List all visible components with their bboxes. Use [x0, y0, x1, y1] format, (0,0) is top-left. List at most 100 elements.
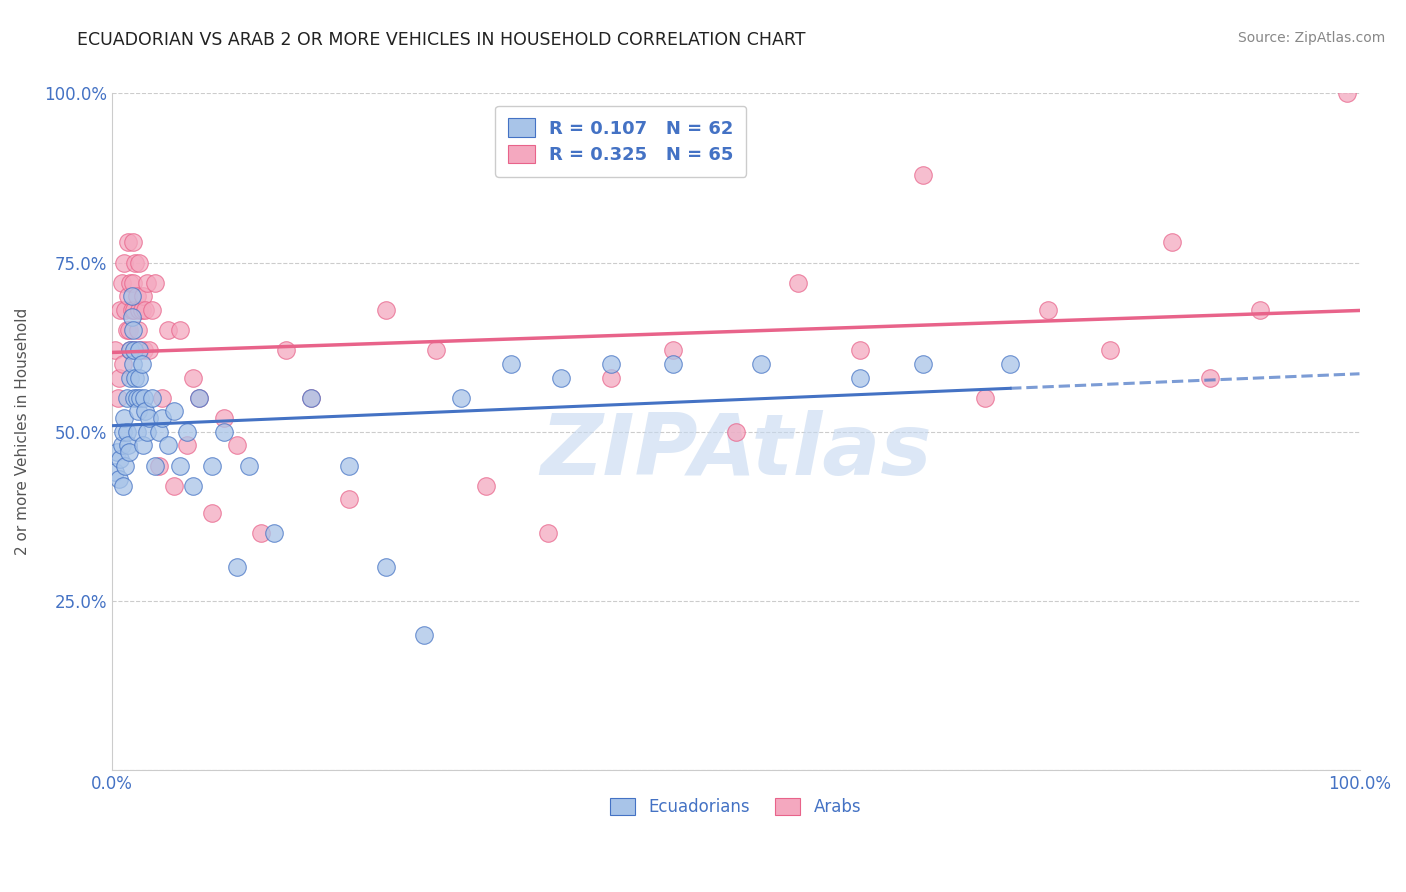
Point — [181, 479, 204, 493]
Point — [911, 357, 934, 371]
Point — [127, 323, 149, 337]
Point — [134, 302, 156, 317]
Point — [425, 343, 447, 358]
Point — [138, 343, 160, 358]
Point — [200, 506, 222, 520]
Point — [127, 404, 149, 418]
Point — [128, 370, 150, 384]
Point — [299, 391, 322, 405]
Point — [134, 343, 156, 358]
Point — [787, 276, 810, 290]
Point — [117, 289, 139, 303]
Point — [276, 343, 298, 358]
Point — [148, 425, 170, 439]
Point — [134, 391, 156, 405]
Point — [150, 391, 173, 405]
Point — [299, 391, 322, 405]
Point — [117, 235, 139, 250]
Point — [121, 310, 143, 324]
Point — [145, 276, 167, 290]
Text: Source: ZipAtlas.com: Source: ZipAtlas.com — [1237, 31, 1385, 45]
Point — [112, 411, 135, 425]
Point — [156, 323, 179, 337]
Point — [238, 458, 260, 473]
Point — [114, 458, 136, 473]
Point — [176, 438, 198, 452]
Point — [117, 438, 139, 452]
Point — [337, 458, 360, 473]
Point — [122, 357, 145, 371]
Point — [120, 370, 142, 384]
Point — [120, 343, 142, 358]
Point — [156, 438, 179, 452]
Point — [132, 289, 155, 303]
Point — [124, 370, 146, 384]
Point — [1098, 343, 1121, 358]
Point — [599, 370, 621, 384]
Point — [135, 276, 157, 290]
Point — [131, 357, 153, 371]
Point — [1336, 87, 1358, 101]
Point — [169, 458, 191, 473]
Point — [375, 302, 398, 317]
Point — [120, 343, 142, 358]
Point — [169, 323, 191, 337]
Point — [115, 391, 138, 405]
Point — [412, 628, 434, 642]
Text: ZIPAtlas: ZIPAtlas — [540, 410, 931, 493]
Point — [121, 302, 143, 317]
Point — [110, 302, 132, 317]
Point — [134, 404, 156, 418]
Point — [212, 411, 235, 425]
Point — [141, 302, 163, 317]
Point — [212, 425, 235, 439]
Point — [724, 425, 747, 439]
Point — [375, 560, 398, 574]
Point — [499, 357, 522, 371]
Point — [181, 370, 204, 384]
Point — [749, 357, 772, 371]
Legend: Ecuadorians, Arabs: Ecuadorians, Arabs — [603, 791, 868, 822]
Point — [111, 357, 134, 371]
Point — [122, 343, 145, 358]
Point — [128, 343, 150, 358]
Point — [112, 255, 135, 269]
Point — [163, 479, 186, 493]
Point — [141, 391, 163, 405]
Point — [122, 323, 145, 337]
Point — [122, 343, 145, 358]
Point — [125, 425, 148, 439]
Point — [662, 357, 685, 371]
Point — [108, 370, 131, 384]
Point — [537, 526, 560, 541]
Point — [974, 391, 997, 405]
Point — [121, 289, 143, 303]
Point — [225, 438, 247, 452]
Point — [122, 302, 145, 317]
Point — [263, 526, 285, 541]
Point — [108, 472, 131, 486]
Point — [200, 458, 222, 473]
Point — [250, 526, 273, 541]
Point — [111, 425, 134, 439]
Point — [998, 357, 1021, 371]
Point — [104, 343, 127, 358]
Point — [115, 323, 138, 337]
Point — [188, 391, 211, 405]
Point — [129, 343, 152, 358]
Point — [1161, 235, 1184, 250]
Point — [122, 391, 145, 405]
Point — [225, 560, 247, 574]
Point — [115, 425, 138, 439]
Point — [138, 411, 160, 425]
Point — [125, 391, 148, 405]
Point — [188, 391, 211, 405]
Y-axis label: 2 or more Vehicles in Household: 2 or more Vehicles in Household — [15, 308, 30, 556]
Point — [550, 370, 572, 384]
Point — [122, 276, 145, 290]
Point — [124, 255, 146, 269]
Point — [1198, 370, 1220, 384]
Point — [135, 425, 157, 439]
Point — [105, 445, 128, 459]
Point — [110, 451, 132, 466]
